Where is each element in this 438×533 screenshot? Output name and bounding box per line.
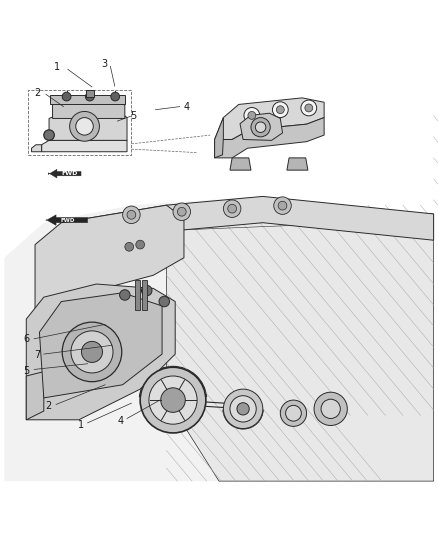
Circle shape [62,92,71,101]
Polygon shape [32,145,42,152]
Text: 7: 7 [34,350,40,360]
Text: 3: 3 [101,59,107,69]
Circle shape [278,201,287,210]
Polygon shape [39,293,162,398]
Circle shape [85,92,94,101]
Circle shape [274,197,291,214]
Text: 2: 2 [34,88,40,99]
Text: 1: 1 [54,62,60,72]
Circle shape [136,240,145,249]
Polygon shape [166,205,434,481]
Circle shape [71,331,113,373]
Circle shape [276,106,284,114]
Polygon shape [215,118,324,158]
Polygon shape [230,158,251,170]
Circle shape [305,104,313,112]
Circle shape [76,118,93,135]
Circle shape [228,204,237,213]
Circle shape [244,108,260,123]
Circle shape [321,399,340,418]
Text: 5: 5 [23,366,29,376]
Text: 4: 4 [183,102,189,111]
Circle shape [62,322,122,382]
Polygon shape [215,118,223,158]
Polygon shape [26,284,175,420]
Circle shape [280,400,307,426]
Bar [142,280,147,310]
Polygon shape [46,215,88,225]
Circle shape [173,203,191,221]
Text: FWD: FWD [61,171,78,176]
Polygon shape [49,112,127,140]
Circle shape [70,111,99,141]
Circle shape [286,405,301,421]
Text: FWD: FWD [61,217,75,223]
Circle shape [230,395,256,422]
Circle shape [237,403,249,415]
Text: 2: 2 [45,401,51,411]
Bar [135,280,140,310]
Circle shape [161,388,185,413]
Circle shape [111,92,120,101]
Circle shape [120,290,130,300]
Bar [86,91,94,96]
Circle shape [123,206,140,223]
Polygon shape [26,372,44,420]
Polygon shape [48,169,81,178]
Text: 6: 6 [23,334,29,344]
Circle shape [149,376,197,424]
Circle shape [251,118,270,137]
Text: 1: 1 [78,420,84,430]
Circle shape [301,100,317,116]
Circle shape [272,102,288,118]
Polygon shape [215,98,324,140]
Circle shape [255,122,266,133]
Polygon shape [44,197,434,271]
Text: 5: 5 [131,111,137,122]
Circle shape [223,200,241,217]
Circle shape [81,342,102,362]
Text: 4: 4 [117,416,124,426]
Polygon shape [240,113,283,140]
Polygon shape [35,205,184,332]
Circle shape [44,130,54,140]
Circle shape [127,211,136,219]
Circle shape [140,367,206,433]
Circle shape [125,243,134,251]
Polygon shape [287,158,308,170]
Circle shape [248,111,256,119]
Circle shape [177,207,186,216]
Polygon shape [42,140,127,152]
Polygon shape [50,95,125,103]
Polygon shape [53,101,125,118]
Polygon shape [4,197,434,481]
Circle shape [223,389,263,429]
Circle shape [314,392,347,425]
Circle shape [141,285,152,296]
Circle shape [159,296,170,307]
